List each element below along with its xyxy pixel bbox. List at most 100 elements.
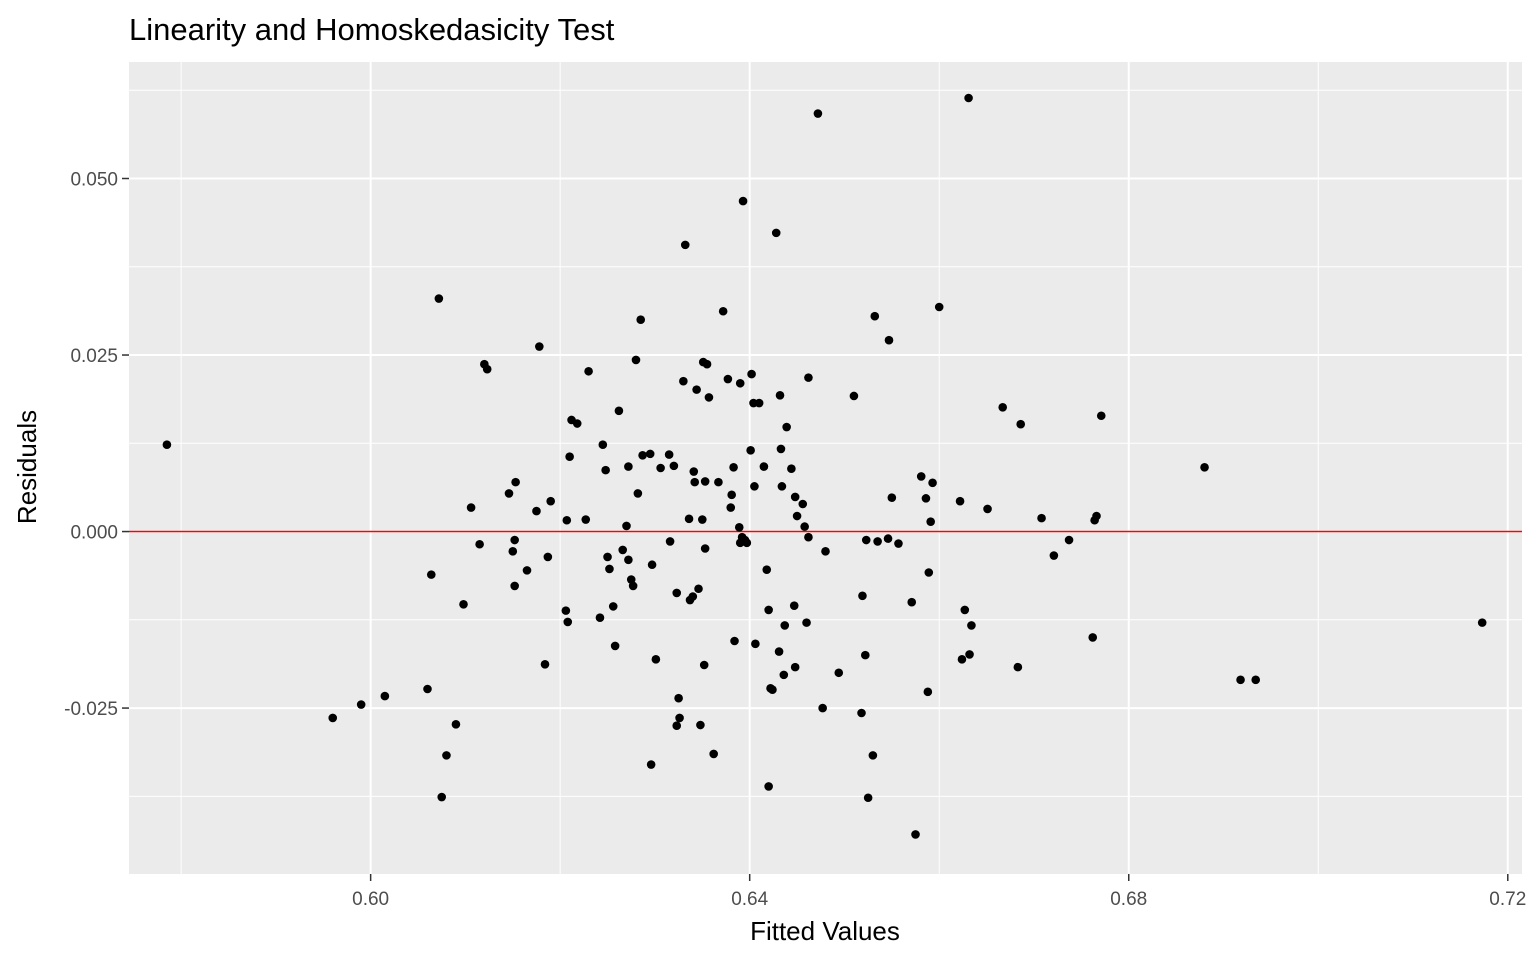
data-point <box>423 684 432 694</box>
data-point <box>581 515 591 524</box>
data-point <box>434 294 444 303</box>
x-tick-label: 0.60 <box>352 889 389 910</box>
data-point <box>934 302 944 312</box>
data-point <box>628 581 638 591</box>
data-point <box>510 535 519 545</box>
data-point <box>466 503 476 512</box>
data-point <box>921 494 931 503</box>
data-point <box>656 463 665 473</box>
data-point <box>638 450 647 460</box>
data-point <box>762 565 772 574</box>
data-point <box>729 462 738 472</box>
data-point <box>768 685 777 695</box>
data-point <box>543 552 553 562</box>
data-point <box>747 369 756 379</box>
x-tick-label: 0.68 <box>1110 889 1147 910</box>
data-point <box>790 492 800 502</box>
data-point <box>884 335 894 345</box>
data-point <box>475 539 484 549</box>
data-point <box>328 713 338 723</box>
data-point <box>672 588 682 598</box>
data-point <box>563 617 573 627</box>
data-point <box>624 462 633 471</box>
data-point <box>792 511 802 521</box>
data-point <box>426 570 436 579</box>
data-point <box>535 342 544 351</box>
data-point <box>700 544 710 553</box>
data-point <box>779 670 789 680</box>
data-point <box>730 636 739 646</box>
data-point <box>777 482 787 491</box>
data-point <box>967 621 976 630</box>
data-point <box>776 444 786 454</box>
data-point <box>565 452 574 462</box>
data-point <box>356 700 366 709</box>
data-point <box>1236 675 1245 685</box>
x-axis: 0.60 0.64 0.68 0.72 <box>352 874 1526 910</box>
data-point <box>1049 551 1059 560</box>
data-point <box>608 602 618 611</box>
data-point <box>887 493 897 502</box>
data-point <box>782 422 791 432</box>
data-point <box>998 402 1008 412</box>
data-point <box>451 720 461 729</box>
data-point <box>775 390 785 400</box>
data-point <box>508 547 518 556</box>
data-point <box>964 93 973 103</box>
data-point <box>622 521 631 531</box>
data-point <box>727 490 736 500</box>
data-point <box>924 568 934 577</box>
data-point <box>699 660 709 670</box>
data-point <box>926 517 935 526</box>
data-point <box>572 419 582 428</box>
x-axis-title: Fitted Values <box>750 916 900 946</box>
data-point <box>546 496 555 506</box>
data-point <box>690 477 700 487</box>
data-point <box>603 552 612 562</box>
data-point <box>714 477 723 487</box>
data-point <box>631 355 641 365</box>
data-point <box>669 461 679 471</box>
data-point <box>960 605 970 615</box>
data-point <box>861 650 870 660</box>
y-axis: -0.025 0.000 0.025 0.050 <box>64 170 129 720</box>
y-tick-label: 0.025 <box>70 346 118 367</box>
data-point <box>1092 511 1101 521</box>
data-point <box>645 449 655 459</box>
data-point <box>442 751 451 760</box>
data-point <box>800 522 809 531</box>
data-point <box>789 601 799 610</box>
data-point <box>861 535 871 545</box>
data-point <box>759 462 769 471</box>
data-point <box>675 713 684 723</box>
data-point <box>849 391 859 401</box>
data-point <box>598 440 608 449</box>
data-point <box>787 464 796 474</box>
data-point <box>798 499 808 509</box>
plot-panel <box>129 62 1522 874</box>
data-point <box>774 647 784 656</box>
data-point <box>459 599 468 609</box>
data-point <box>868 751 878 760</box>
data-point <box>702 359 712 369</box>
data-point <box>684 514 694 524</box>
data-point <box>863 793 873 803</box>
data-point <box>780 621 790 630</box>
data-point <box>742 538 752 548</box>
data-point <box>665 537 675 546</box>
data-point <box>664 450 674 459</box>
data-point <box>561 606 571 615</box>
data-point <box>672 721 682 731</box>
data-point <box>754 398 764 408</box>
data-point <box>679 376 688 386</box>
data-point <box>595 613 605 622</box>
data-point <box>858 591 867 601</box>
data-point <box>614 406 624 416</box>
data-point <box>162 440 172 449</box>
data-point <box>709 749 718 759</box>
data-point <box>1016 419 1026 429</box>
data-point <box>540 659 550 669</box>
data-point <box>723 374 733 384</box>
data-point <box>522 566 532 575</box>
